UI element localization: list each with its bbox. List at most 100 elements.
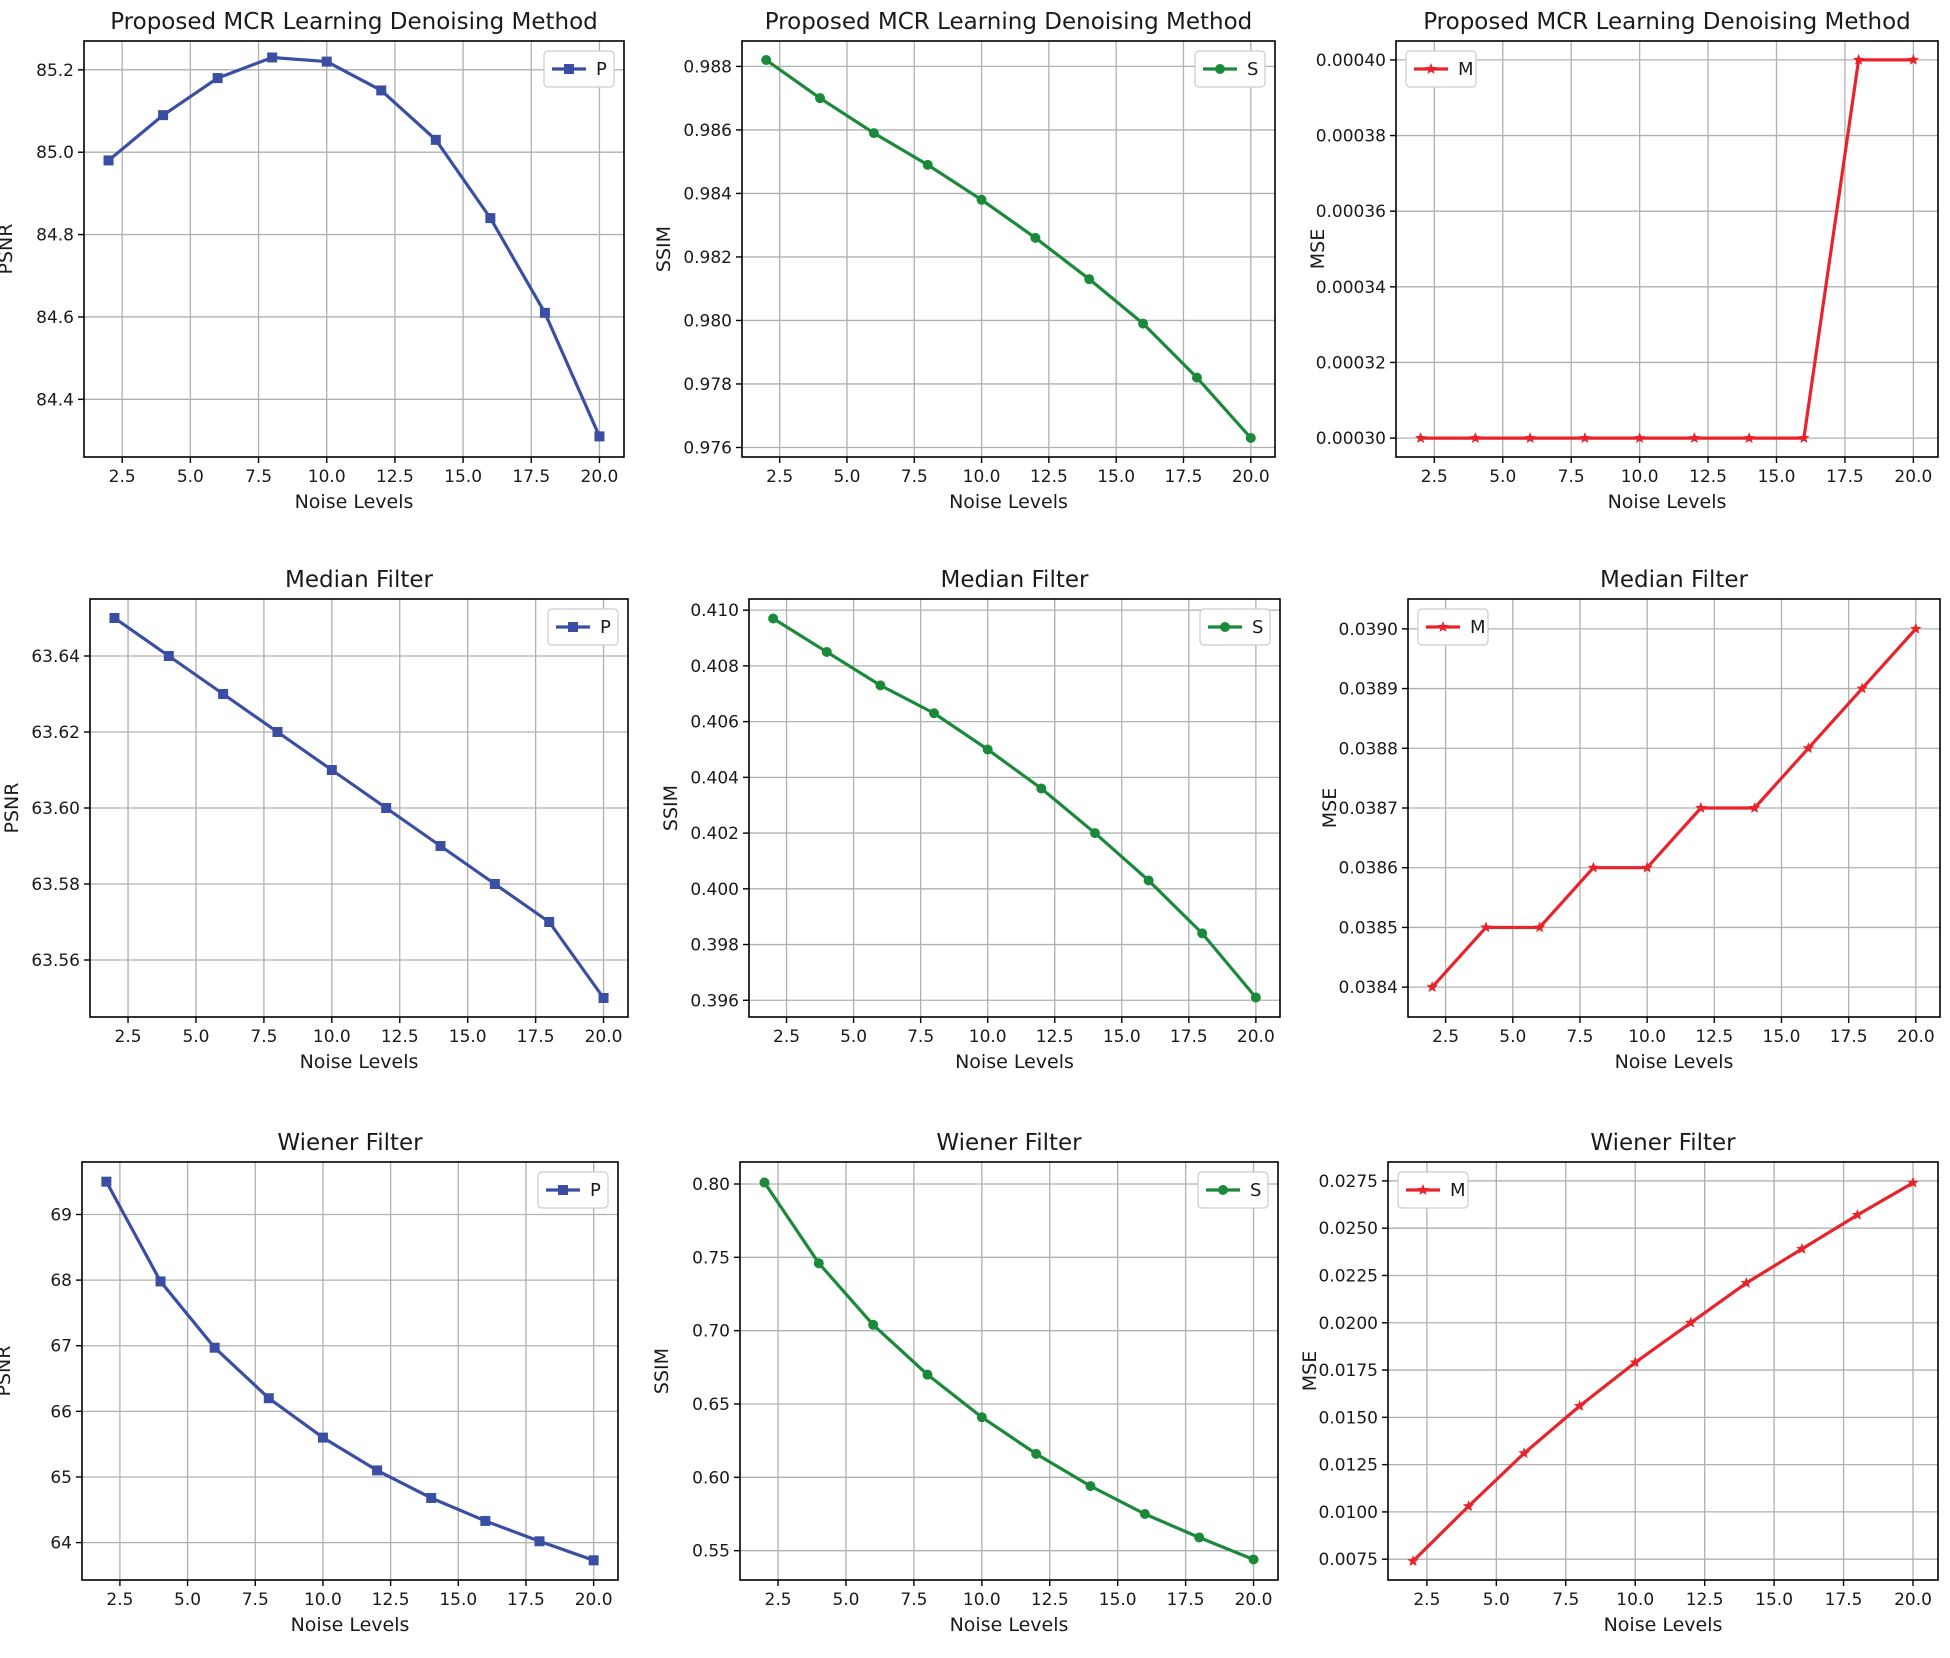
y-tick-label: 0.0150: [1319, 1408, 1378, 1428]
legend: P: [544, 51, 614, 87]
legend: M: [1418, 609, 1488, 645]
series-line-M: [1421, 60, 1914, 438]
x-tick-label: 17.5: [1826, 467, 1864, 487]
x-tick-label: 12.5: [1689, 467, 1727, 487]
x-axis-label: Noise Levels: [1615, 1051, 1734, 1073]
x-tick-label: 7.5: [901, 467, 928, 487]
data-point: [1743, 432, 1754, 443]
x-tick-label: 17.5: [1165, 467, 1203, 487]
data-point: [815, 93, 825, 103]
x-tick-label: 5.0: [1489, 467, 1516, 487]
data-point: [540, 308, 550, 318]
y-axis-label: MSE: [1319, 788, 1341, 828]
x-tick-label: 17.5: [1825, 1590, 1863, 1610]
y-tick-label: 0.0390: [1339, 620, 1398, 640]
data-point: [1470, 432, 1481, 443]
y-tick-label: 0.980: [683, 311, 732, 331]
y-tick-label: 0.0387: [1339, 799, 1398, 819]
legend-marker: [558, 1185, 568, 1195]
x-axis-label: Noise Levels: [955, 1051, 1074, 1073]
y-tick-label: 0.404: [690, 768, 739, 788]
x-tick-label: 20.0: [1232, 467, 1270, 487]
chart-title: Wiener Filter: [936, 1130, 1082, 1156]
series-line-S: [766, 60, 1251, 438]
data-point: [1090, 828, 1100, 838]
x-tick-label: 12.5: [1695, 1027, 1733, 1047]
legend: P: [548, 609, 618, 645]
chart-title: Wiener Filter: [277, 1130, 423, 1156]
legend: M: [1406, 51, 1476, 87]
y-tick-label: 0.396: [690, 991, 739, 1011]
legend-label: S: [1247, 59, 1258, 80]
data-point: [923, 160, 933, 170]
data-point: [272, 727, 282, 737]
data-point: [426, 1493, 436, 1503]
x-tick-label: 15.0: [439, 1590, 477, 1610]
x-tick-label: 10.0: [313, 1027, 351, 1047]
y-tick-label: 0.978: [683, 375, 732, 395]
legend-marker: [564, 64, 574, 74]
y-tick-label: 0.75: [692, 1248, 730, 1268]
x-tick-label: 20.0: [1235, 1590, 1273, 1610]
plot-frame: [749, 599, 1280, 1017]
data-point: [1192, 373, 1202, 383]
data-point: [1689, 432, 1700, 443]
x-tick-label: 5.0: [840, 1027, 867, 1047]
data-point: [327, 765, 337, 775]
data-point: [1246, 433, 1256, 443]
data-point: [599, 993, 609, 1003]
data-point: [480, 1516, 490, 1526]
chart-panel-6: 2.5 5.0 7.5 10.0 12.5 15.0 17.5 20.00.03840.038…: [1319, 567, 1940, 1073]
y-tick-label: 85.0: [36, 143, 74, 163]
plot-frame: [1388, 1162, 1938, 1580]
x-tick-label: 17.5: [1170, 1027, 1208, 1047]
y-tick-label: 0.0175: [1319, 1361, 1378, 1381]
y-tick-label: 0.00032: [1316, 353, 1386, 373]
y-axis-label: SSIM: [651, 1348, 673, 1394]
y-tick-label: 85.2: [36, 61, 74, 81]
chart-panel-7: 2.5 5.0 7.5 10.0 12.5 15.0 17.5 20.064656667686…: [0, 1130, 618, 1636]
data-point: [868, 1320, 878, 1330]
data-point: [589, 1555, 599, 1565]
chart-panel-9: 2.5 5.0 7.5 10.0 12.5 15.0 17.5 20.00.00750.010…: [1299, 1130, 1938, 1636]
data-point: [1084, 274, 1094, 284]
data-point: [1031, 1449, 1041, 1459]
chart-title: Proposed MCR Learning Denoising Method: [110, 9, 598, 35]
legend: S: [1195, 51, 1265, 87]
y-tick-label: 0.0100: [1319, 1503, 1378, 1523]
x-axis-label: Noise Levels: [295, 491, 414, 513]
x-tick-label: 12.5: [1031, 1590, 1069, 1610]
data-point: [104, 155, 114, 165]
x-tick-label: 5.0: [833, 467, 860, 487]
y-axis-label: MSE: [1307, 229, 1329, 269]
y-tick-label: 68: [50, 1271, 72, 1291]
x-tick-label: 20.0: [581, 467, 619, 487]
chart-panel-2: 2.5 5.0 7.5 10.0 12.5 15.0 17.5 20.0 0.976 0.978 0…: [653, 9, 1275, 513]
x-tick-label: 12.5: [1036, 1027, 1074, 1047]
data-point: [1197, 928, 1207, 938]
x-tick-label: 15.0: [1103, 1027, 1141, 1047]
y-tick-label: 63.60: [31, 799, 80, 819]
x-tick-label: 15.0: [444, 467, 482, 487]
x-tick-label: 10.0: [1621, 467, 1659, 487]
x-tick-label: 5.0: [182, 1027, 209, 1047]
x-tick-label: 5.0: [1499, 1027, 1526, 1047]
legend-marker: [1215, 64, 1225, 74]
x-tick-label: 20.0: [1894, 1590, 1932, 1610]
data-point: [929, 708, 939, 718]
y-axis-label: SSIM: [660, 785, 682, 831]
legend-marker: [1218, 1185, 1228, 1195]
x-tick-label: 2.5: [1413, 1590, 1440, 1610]
x-tick-label: 20.0: [1894, 467, 1932, 487]
x-tick-label: 15.0: [1758, 467, 1796, 487]
x-tick-label: 7.5: [907, 1027, 934, 1047]
data-point: [1251, 992, 1261, 1002]
x-axis-label: Noise Levels: [291, 1614, 410, 1636]
y-tick-label: 0.410: [690, 601, 739, 621]
data-point: [983, 744, 993, 754]
data-point: [1030, 233, 1040, 243]
data-point: [490, 879, 500, 889]
plot-frame: [82, 1162, 618, 1580]
x-tick-label: 10.0: [963, 1590, 1001, 1610]
x-tick-label: 2.5: [766, 467, 793, 487]
